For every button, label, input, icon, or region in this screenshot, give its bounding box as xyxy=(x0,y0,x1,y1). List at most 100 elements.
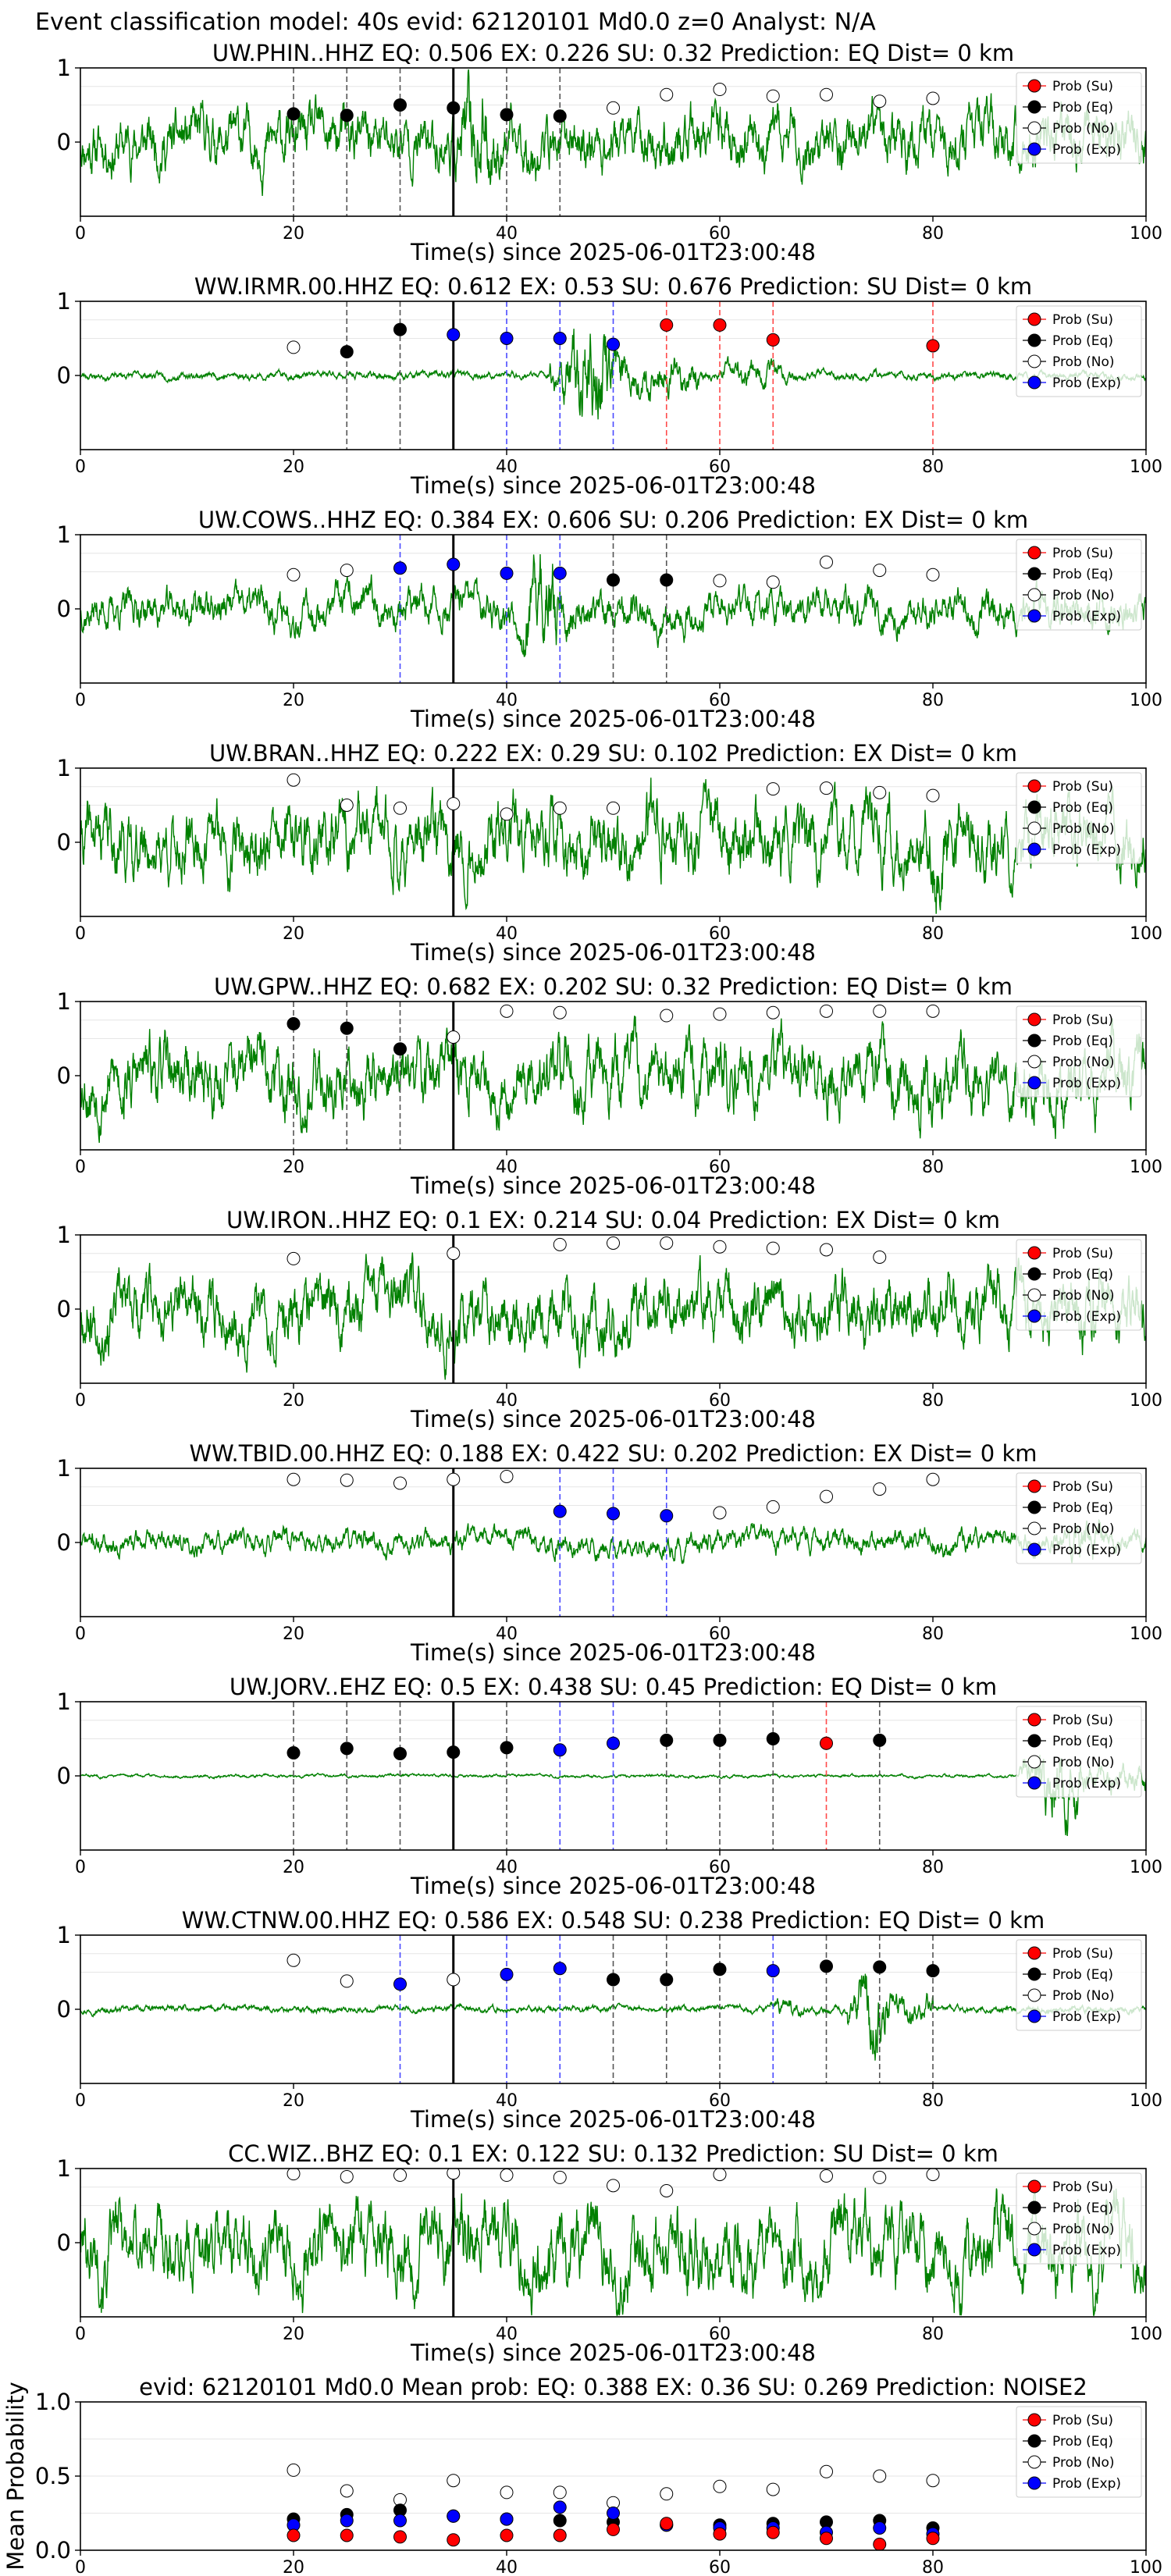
prob-marker-exp xyxy=(393,561,407,575)
plot-area xyxy=(80,535,1146,683)
prob-marker-eq xyxy=(713,1962,727,1976)
prob-marker-exp xyxy=(553,1504,567,1518)
legend-box xyxy=(1016,72,1142,164)
panel-title: WW.IRMR.00.HHZ EQ: 0.612 EX: 0.53 SU: 0.… xyxy=(194,273,1032,300)
mean-marker-no xyxy=(713,2479,727,2493)
legend-marker-exp xyxy=(1027,142,1041,156)
legend-marker-su xyxy=(1027,79,1041,93)
y-tick-label: 1 xyxy=(57,988,71,1015)
plot-area xyxy=(287,2463,940,2550)
plot-area xyxy=(80,68,1146,216)
prob-marker-exp xyxy=(607,1507,620,1521)
y-tick-label: 0 xyxy=(57,362,71,389)
prob-marker-no xyxy=(820,1489,833,1503)
prob-marker-no xyxy=(820,1004,833,1018)
prob-marker-eq xyxy=(340,109,354,123)
prob-marker-no xyxy=(340,1974,354,1988)
prob-marker-no xyxy=(553,1005,567,1019)
plot-area xyxy=(80,1468,1146,1617)
y-tick-label: 0 xyxy=(57,1529,71,1556)
prob-marker-no xyxy=(607,101,620,115)
plot-area xyxy=(80,1935,1146,2083)
prob-marker-eq xyxy=(553,109,567,123)
prob-marker-eq xyxy=(393,1747,407,1760)
legend-label-no: Prob (No) xyxy=(1052,1055,1115,1070)
y-tick-label: 1 xyxy=(57,1222,71,1248)
mean-marker-exp xyxy=(447,2509,461,2523)
legend-marker-no xyxy=(1027,588,1041,602)
waveform-trace xyxy=(80,69,1146,197)
prob-marker-exp xyxy=(500,1967,514,1981)
prob-marker-no xyxy=(713,574,727,588)
prob-marker-eq xyxy=(820,1959,833,1973)
prob-marker-no xyxy=(713,2169,727,2182)
x-tick-label: 80 xyxy=(922,1391,944,1411)
y-tick-label: 1 xyxy=(57,1455,71,1482)
legend-label-su: Prob (Su) xyxy=(1052,779,1113,795)
prob-marker-eq xyxy=(873,1733,887,1747)
prob-marker-no xyxy=(926,1472,940,1486)
panel-title: evid: 62120101 Md0.0 Mean prob: EQ: 0.38… xyxy=(139,2374,1087,2400)
legend-marker-eq xyxy=(1027,567,1041,581)
mean-marker-exp xyxy=(607,2507,620,2520)
x-tick-label: 0 xyxy=(75,2091,86,2111)
prob-marker-no xyxy=(287,1953,301,1967)
prob-marker-no xyxy=(766,1500,780,1514)
x-tick-label: 40 xyxy=(496,2091,518,2111)
prob-marker-no xyxy=(926,788,940,802)
mean-marker-su xyxy=(340,2528,354,2542)
mean-marker-exp xyxy=(873,2521,887,2535)
prob-marker-eq xyxy=(873,1960,887,1974)
x-tick-label: 100 xyxy=(1130,1858,1162,1877)
mean-marker-su xyxy=(873,2537,887,2550)
mean-marker-no xyxy=(660,2487,674,2501)
prob-marker-eq xyxy=(287,107,301,121)
x-tick-label: 80 xyxy=(922,224,944,244)
prob-marker-no xyxy=(926,568,940,582)
mean-marker-exp xyxy=(553,2500,567,2514)
x-tick-label: 20 xyxy=(283,1391,304,1411)
x-tick-label: 0 xyxy=(75,2325,86,2344)
prob-marker-no xyxy=(766,89,780,103)
x-tick-label: 100 xyxy=(1130,1624,1162,1644)
x-tick-label: 60 xyxy=(709,1624,731,1644)
y-tick-label: 1 xyxy=(57,755,71,781)
prob-marker-no xyxy=(447,797,461,811)
y-tick-label: 0 xyxy=(57,1296,71,1322)
x-tick-label: 100 xyxy=(1130,2325,1162,2344)
mean-marker-exp xyxy=(500,2512,514,2526)
x-tick-label: 0 xyxy=(75,1158,86,1177)
waveform-trace xyxy=(80,777,1146,914)
x-tick-label: 40 xyxy=(496,691,518,710)
x-tick-label: 0 xyxy=(75,2558,86,2576)
legend-marker-eq xyxy=(1027,1500,1041,1514)
x-tick-label: 40 xyxy=(496,1158,518,1177)
prob-marker-su xyxy=(766,333,780,347)
station-panel: UW.COWS..HHZ EQ: 0.384 EX: 0.606 SU: 0.2… xyxy=(57,507,1162,732)
x-tick-label: 60 xyxy=(709,2325,731,2344)
prob-marker-no xyxy=(873,1482,887,1496)
legend-marker-su xyxy=(1027,312,1041,326)
legend-label-eq: Prob (Eq) xyxy=(1052,800,1113,816)
prob-marker-no xyxy=(607,801,620,815)
mean-marker-su xyxy=(500,2528,514,2542)
prob-marker-no xyxy=(393,801,407,815)
prob-marker-no xyxy=(447,1973,461,1987)
prob-marker-no xyxy=(820,87,833,101)
prob-marker-eq xyxy=(926,1964,940,1978)
prob-marker-no xyxy=(340,799,354,812)
mean-marker-su xyxy=(607,2522,620,2536)
x-tick-label: 40 xyxy=(496,1858,518,1877)
prob-marker-exp xyxy=(553,566,567,580)
plot-area xyxy=(80,1702,1146,1850)
prob-marker-eq xyxy=(500,1741,514,1755)
legend-box xyxy=(1016,305,1142,397)
legend-label-su: Prob (Su) xyxy=(1052,1479,1113,1495)
mean-marker-su xyxy=(287,2528,301,2542)
prob-marker-exp xyxy=(393,1977,407,1991)
station-panel: CC.WIZ..BHZ EQ: 0.1 EX: 0.122 SU: 0.132 … xyxy=(57,2140,1162,2366)
legend-label-su: Prob (Su) xyxy=(1052,312,1113,328)
prob-marker-exp xyxy=(553,1962,567,1976)
prob-marker-no xyxy=(447,2169,461,2180)
